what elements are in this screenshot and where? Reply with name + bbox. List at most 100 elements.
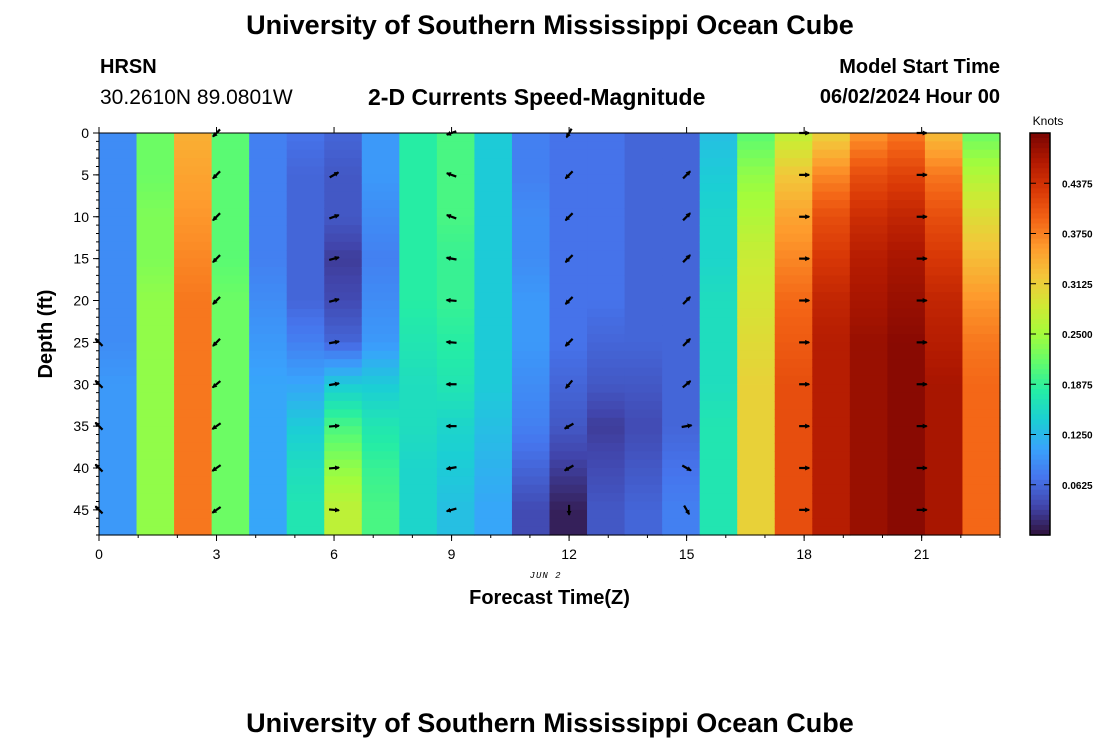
heatmap-cell [587,241,626,251]
heatmap-cell [962,225,1001,235]
heatmap-cell [812,359,851,369]
heatmap-cell [249,434,288,444]
heatmap-cell [737,283,776,293]
colorbar-swatch [1030,313,1050,320]
heatmap-cell [174,375,213,385]
heatmap-cell [662,509,701,519]
heatmap-cell [812,518,851,528]
heatmap-cell [887,409,926,419]
heatmap-cell [812,459,851,469]
heatmap-cell [324,308,363,318]
heatmap-cell [924,493,964,503]
heatmap-cell [474,375,513,385]
heatmap-cell [812,250,851,260]
heatmap-cell [737,183,776,193]
heatmap-cell [286,258,325,268]
heatmap-cell [436,426,476,436]
colorbar-swatch [1030,519,1050,526]
heatmap-cell [924,191,964,201]
heatmap-cell [99,300,138,310]
heatmap-cell [249,325,288,335]
heatmap-cell [399,258,438,268]
heatmap-cell [174,434,213,444]
heatmap-cell [812,174,851,184]
heatmap-cell [549,200,588,209]
heatmap-cell [399,468,438,477]
heatmap-cell [286,158,325,168]
heatmap-cell [324,375,363,385]
heatmap-cell [587,317,626,327]
heatmap-cell [662,434,701,444]
heatmap-cell [436,359,476,369]
heatmap-cell [286,350,325,360]
heatmap-cell [887,166,926,176]
heatmap-cell [624,225,663,235]
heatmap-cell [962,493,1001,503]
heatmap-cell [962,409,1001,419]
heatmap-cell [361,250,400,260]
heatmap-cell [737,442,776,452]
heatmap-cell [624,216,663,226]
heatmap-cell [887,149,926,159]
heatmap-cell [624,283,663,293]
heatmap-cell [399,200,438,209]
heatmap-cell [812,493,851,503]
colorbar-swatch [1030,454,1050,461]
heatmap-cell [737,149,776,159]
heatmap-cell [587,493,626,503]
heatmap-cell [436,216,476,226]
heatmap-cell [174,300,213,310]
heatmap-cell [474,200,513,209]
heatmap-cell [436,158,476,168]
heatmap-cell [174,141,213,151]
heatmap-cell [99,451,138,461]
current-arrow [682,380,692,389]
colorbar-swatch [1030,499,1050,506]
colorbar-swatch [1030,379,1050,385]
heatmap-cell [361,225,400,235]
heatmap-cell [962,442,1001,452]
heatmap-cell [549,275,588,285]
colorbar-swatch [1030,449,1050,456]
heatmap-cell [211,442,250,452]
heatmap-cell [361,258,400,268]
heatmap-cell [249,149,288,159]
heatmap-cell [136,350,175,360]
heatmap-cell [774,484,813,494]
heatmap-cell [361,526,400,536]
heatmap-cell [436,334,476,343]
heatmap-cell [474,426,513,436]
heatmap-cell [924,183,964,193]
heatmap-cell [324,275,363,285]
heatmap-cell [624,241,663,251]
heatmap-cell [849,334,888,343]
heatmap-cell [737,409,776,419]
heatmap-cell [812,434,851,444]
heatmap-cell [174,426,213,436]
colorbar-swatch [1030,509,1050,516]
heatmap-cell [286,451,325,461]
current-arrow [212,338,221,347]
heatmap-cell [924,359,964,369]
heatmap-cell [436,442,476,452]
heatmap-cell [624,426,663,436]
heatmap-cell [774,509,813,519]
heatmap-cell [849,518,888,528]
heatmap-cell [737,258,776,268]
heatmap-cell [249,166,288,176]
heatmap-cell [436,149,476,159]
heatmap-cell [361,493,400,503]
heatmap-cell [774,401,813,410]
heatmap-cell [324,191,363,201]
heatmap-cell [136,292,175,302]
heatmap-cell [774,501,813,511]
heatmap-cell [99,141,138,151]
heatmap-cell [511,392,551,402]
heatmap-cell [887,283,926,293]
heatmap-cell [587,233,626,243]
heatmap-cell [249,384,288,394]
heatmap-cell [99,149,138,159]
heatmap-cell [587,468,626,477]
heatmap-cell [699,509,738,519]
heatmap-cell [924,392,964,402]
